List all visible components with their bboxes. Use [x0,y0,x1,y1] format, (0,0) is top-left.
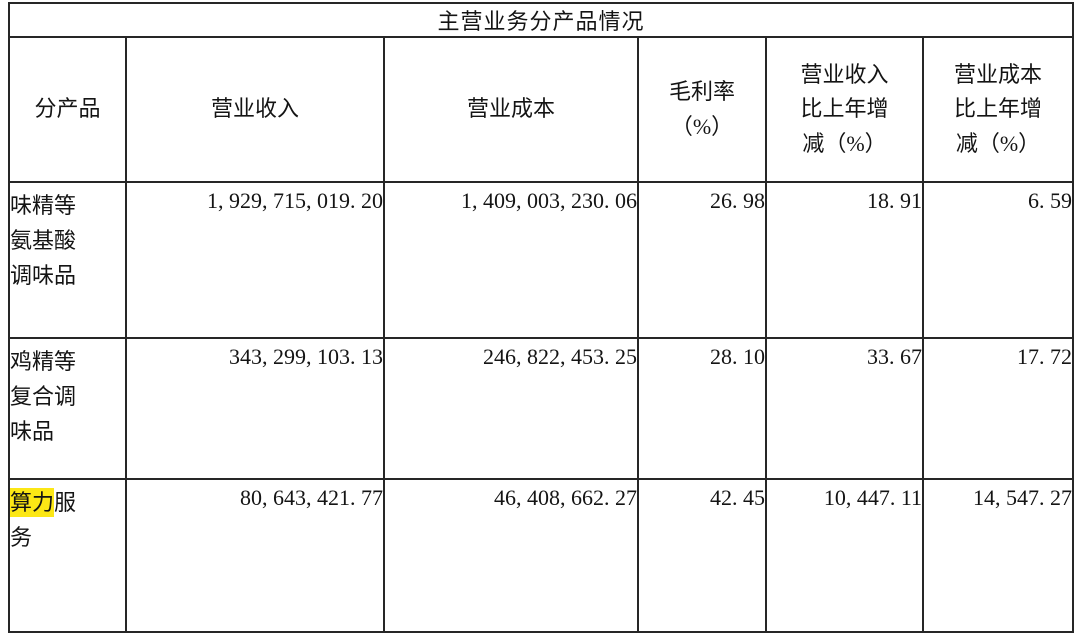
main-products-table: 主营业务分产品情况 分产品 营业收入 营业成本 毛利率 （%） 营业收入 比上年… [7,2,1075,633]
table-title: 主营业务分产品情况 [7,2,1075,38]
cell-cost: 46, 408, 662. 27 [383,478,639,633]
column-header-cost: 营业成本 [383,36,639,183]
cell-revenue: 1, 929, 715, 019. 20 [125,181,385,339]
cell-revenue-yoy: 18. 91 [765,181,924,339]
cell-product: 算力服 务 [8,478,127,633]
cell-cost: 1, 409, 003, 230. 06 [383,181,639,339]
cell-cost-yoy: 17. 72 [921,337,1075,480]
column-header-product: 分产品 [8,36,127,183]
cell-revenue-yoy: 10, 447. 11 [765,478,924,633]
cell-gross-margin: 42. 45 [637,478,767,633]
cell-cost-yoy: 14, 547. 27 [921,478,1075,633]
cell-gross-margin: 26. 98 [637,181,767,339]
table-title-row: 主营业务分产品情况 [7,2,1075,38]
cell-cost: 246, 822, 453. 25 [383,337,639,480]
cell-revenue-yoy: 33. 67 [765,337,924,480]
table-header-row: 分产品 营业收入 营业成本 毛利率 （%） 营业收入 比上年增 减（%） 营业成… [8,36,1075,183]
cell-product: 味精等 氨基酸 调味品 [8,181,127,339]
cell-cost-yoy: 6. 59 [921,181,1075,339]
column-header-gross-margin: 毛利率 （%） [637,36,767,183]
table-row-computing-power: 算力服 务 80, 643, 421. 77 46, 408, 662. 27 … [8,478,1075,633]
table-row-msg-amino-acid: 味精等 氨基酸 调味品 1, 929, 715, 019. 20 1, 409,… [8,181,1075,339]
table-row-chicken-compound: 鸡精等 复合调 味品 343, 299, 103. 13 246, 822, 4… [8,337,1075,480]
cell-revenue: 80, 643, 421. 77 [125,478,385,633]
cell-gross-margin: 28. 10 [637,337,767,480]
column-header-revenue: 营业收入 [125,36,385,183]
cell-product: 鸡精等 复合调 味品 [8,337,127,480]
column-header-cost-yoy: 营业成本 比上年增 减（%） [921,36,1075,183]
cell-product-rest: 服 务 [10,490,77,551]
column-header-revenue-yoy: 营业收入 比上年增 减（%） [765,36,924,183]
cell-revenue: 343, 299, 103. 13 [125,337,385,480]
highlight-mark: 算力 [10,488,55,517]
